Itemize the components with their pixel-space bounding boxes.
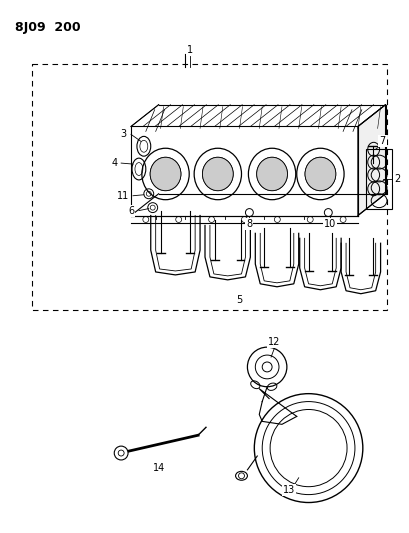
Text: 8J09  200: 8J09 200: [15, 21, 80, 34]
Text: 3: 3: [120, 130, 126, 140]
Ellipse shape: [304, 157, 335, 191]
Text: 5: 5: [236, 295, 242, 305]
Text: 11: 11: [117, 191, 129, 201]
Polygon shape: [357, 104, 384, 215]
Text: 12: 12: [267, 337, 280, 347]
Text: 14: 14: [152, 463, 164, 473]
Text: 8: 8: [246, 220, 252, 229]
Ellipse shape: [202, 157, 233, 191]
Text: 6: 6: [128, 206, 134, 215]
Text: 7: 7: [378, 136, 385, 147]
Ellipse shape: [150, 157, 180, 191]
Text: 1: 1: [187, 45, 193, 55]
Ellipse shape: [256, 157, 287, 191]
Text: 10: 10: [324, 220, 335, 229]
Text: 4: 4: [111, 158, 117, 168]
Bar: [32, 64, 387, 310]
Text: 2: 2: [393, 174, 400, 184]
Text: 13: 13: [282, 484, 294, 495]
